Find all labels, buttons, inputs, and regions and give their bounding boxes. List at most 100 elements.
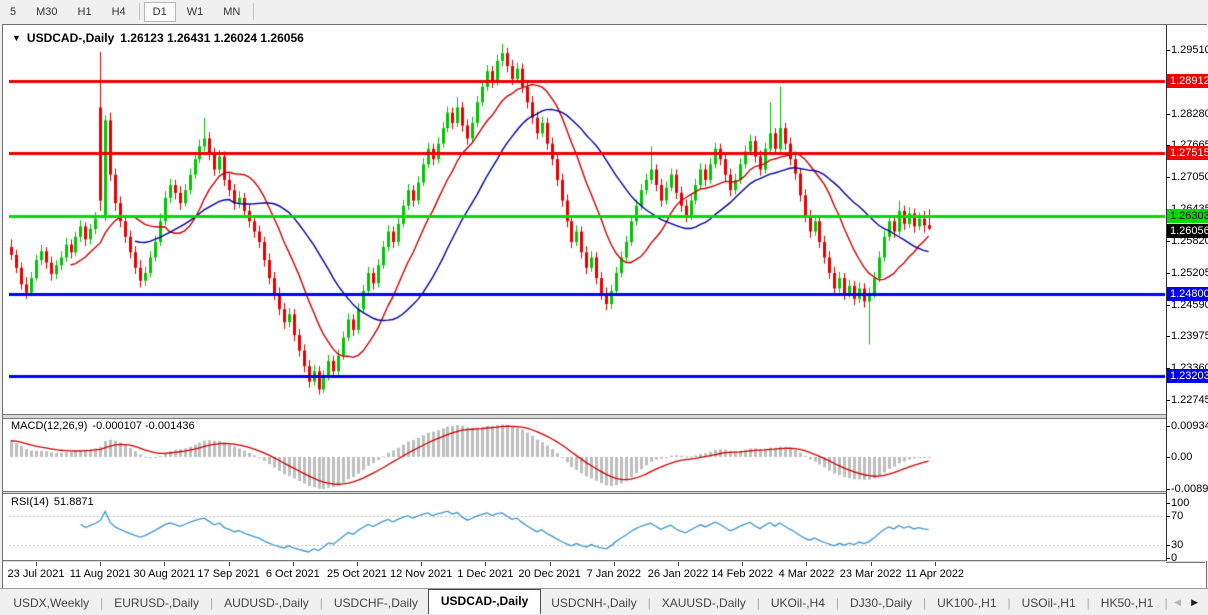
price-badge: 1.27515: [1167, 146, 1208, 161]
rsi-pane-canvas[interactable]: [9, 494, 1165, 561]
time-axis-label: 4 Mar 2022: [778, 568, 835, 580]
time-axis-tick: [100, 562, 102, 566]
macd-pane-canvas[interactable]: [9, 419, 1165, 491]
time-axis-tick: [292, 562, 294, 566]
price-badge: 1.26303: [1167, 208, 1208, 223]
time-axis-tick: [742, 562, 744, 566]
rsi-axis-tick: 0: [1165, 552, 1178, 564]
price-axis-tick: 1.28280: [1166, 108, 1208, 120]
price-axis-tick: 1.22745: [1166, 394, 1208, 406]
macd-axis-tick: -0.008902: [1166, 483, 1208, 495]
chart-tab-usoil[interactable]: USOil-,H1: [1021, 595, 1076, 610]
rsi-name: RSI(14): [11, 496, 49, 508]
tab-separator: |: [1164, 595, 1168, 610]
chart-tab-usdcnh[interactable]: USDCNH-,Daily: [551, 595, 637, 610]
chart-tab-eurusd[interactable]: EURUSD-,Daily: [114, 595, 199, 610]
rsi-value: 51.8871: [53, 496, 94, 508]
time-axis-label: 11 Aug 2021: [69, 568, 131, 580]
tab-separator: |: [1086, 595, 1090, 610]
time-axis-label: 6 Oct 2021: [265, 568, 320, 580]
time-axis-label: 25 Oct 2021: [327, 568, 387, 580]
chart-tab-bar: USDX,Weekly | EURUSD-,Daily | AUDUSD-,Daily |…: [0, 588, 1208, 615]
tab-separator: |: [756, 595, 760, 610]
time-axis-tick: [485, 562, 487, 566]
time-axis-label: 14 Feb 2022: [711, 568, 774, 580]
time-axis-label: 30 Aug 2021: [133, 568, 196, 580]
macd-rsi-divider[interactable]: [3, 491, 1205, 494]
tab-separator: |: [647, 595, 651, 610]
time-axis-label: 17 Sep 2021: [197, 568, 260, 580]
timeframe-button-5[interactable]: 5: [10, 5, 17, 18]
timeframe-button-w1[interactable]: W1: [186, 5, 204, 18]
toolbar-separator: [253, 3, 255, 20]
price-badge: 1.23203: [1167, 369, 1208, 384]
chart-tab-dj30[interactable]: DJ30-,Daily: [850, 595, 913, 610]
time-axis-label: 7 Jan 2022: [586, 568, 642, 580]
rsi-axis-tick: 70: [1165, 510, 1184, 522]
price-axis-tick: 1.29510: [1166, 44, 1208, 56]
timeframe-button-d1[interactable]: D1: [143, 1, 176, 22]
chart-tab-usdx[interactable]: USDX,Weekly: [13, 595, 90, 610]
time-axis[interactable]: 23 Jul 2021 11 Aug 2021 30 Aug 2021 17 Sep …: [3, 562, 1166, 586]
macd-label: MACD(12,26,9) -0.000107 -0.001436: [11, 420, 195, 432]
time-axis-tick: [228, 562, 230, 566]
chart-symbol-period: USDCAD-,Daily: [26, 31, 115, 45]
price-badge: 1.24800: [1167, 286, 1208, 301]
chart-tab-usdchf[interactable]: USDCHF-,Daily: [333, 595, 418, 610]
time-axis-label: 12 Nov 2021: [389, 568, 453, 580]
price-badge: 1.26056: [1167, 223, 1208, 238]
time-axis-tick: [934, 562, 936, 566]
tab-separator: |: [1007, 595, 1011, 610]
timeframe-toolbar: 5 M30 H1 H4 D1 W1 MN: [0, 0, 1208, 23]
macd-axis-tick: 0.009345: [1166, 420, 1208, 432]
scroll-tabs-left-icon[interactable]: ◀: [1174, 597, 1182, 607]
time-axis-tick: [421, 562, 423, 566]
rsi-axis-tick: 100: [1165, 497, 1190, 509]
time-axis-tick: [357, 562, 358, 566]
time-axis-tick: [613, 562, 615, 566]
time-axis-tick: [678, 562, 679, 566]
chart-tab-xauusd[interactable]: XAUUSD-,Daily: [661, 595, 746, 610]
tab-separator: |: [319, 595, 323, 610]
chart-tab-ukoil[interactable]: UKOil-,H4: [770, 595, 825, 610]
rsi-axis-tick: 30: [1165, 539, 1184, 551]
collapse-chart-icon[interactable]: ▼: [12, 33, 21, 43]
timeframe-button-h1[interactable]: H1: [77, 5, 92, 18]
time-axis-label: 11 Apr 2022: [905, 568, 965, 580]
price-macd-divider[interactable]: [3, 414, 1205, 419]
macd-values: -0.000107 -0.001436: [92, 420, 195, 432]
timeframe-button-h4[interactable]: H4: [111, 5, 126, 18]
price-axis-tick: 1.25205: [1166, 267, 1208, 279]
chart-ohlc-values: 1.26123 1.26431 1.26024 1.26056: [120, 31, 304, 45]
tab-scroll-controls: ◀ ▶: [1174, 597, 1198, 608]
tab-separator: |: [835, 595, 839, 610]
time-axis-label: 26 Jan 2022: [647, 568, 709, 580]
tab-separator: |: [209, 595, 214, 610]
time-axis-label: 20 Dec 2021: [518, 568, 581, 580]
chart-tab-usdcad[interactable]: USDCAD-,Daily: [427, 589, 542, 614]
toolbar-separator: [138, 3, 140, 20]
tab-separator: |: [100, 595, 104, 610]
macd-axis-tick: 0.00: [1165, 451, 1193, 463]
time-axis-tick: [36, 562, 37, 566]
time-axis-label: 23 Mar 2022: [839, 568, 902, 580]
price-pane-canvas[interactable]: [9, 27, 1165, 414]
time-axis-tick: [806, 562, 808, 566]
axis-border-line: [1166, 25, 1167, 561]
time-axis-tick: [164, 562, 166, 566]
scroll-tabs-right-icon[interactable]: ▶: [1191, 597, 1198, 607]
timeframe-button-mn[interactable]: MN: [223, 5, 241, 18]
time-axis-tick: [870, 562, 872, 566]
price-axis-tick: 1.27050: [1166, 171, 1208, 183]
chart-title: ▼ USDCAD-,Daily 1.26123 1.26431 1.26024 …: [12, 31, 304, 45]
price-axis[interactable]: 1.295101.282801.276651.270501.264351.258…: [1165, 25, 1208, 564]
price-axis-tick: 1.25820: [1166, 235, 1208, 247]
chart-tab-hk50[interactable]: HK50-,H1: [1100, 595, 1154, 610]
time-axis-label: 23 Jul 2021: [7, 568, 65, 580]
time-axis-label: 1 Dec 2021: [457, 568, 514, 580]
chart-tab-uk100[interactable]: UK100-,H1: [937, 595, 997, 610]
price-badge: 1.28912: [1167, 73, 1208, 88]
chart-tab-audusd[interactable]: AUDUSD-,Daily: [224, 595, 309, 610]
timeframe-button-m30[interactable]: M30: [36, 5, 58, 18]
